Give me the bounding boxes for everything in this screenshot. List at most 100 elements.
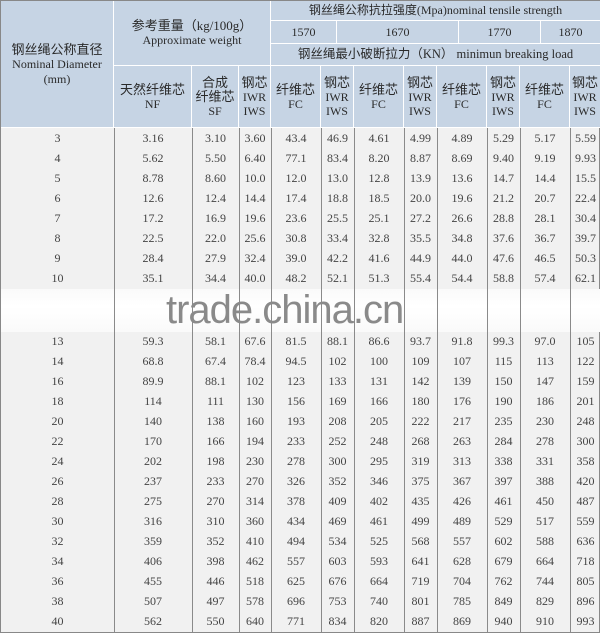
value-cell: 588: [536, 533, 554, 548]
subhead-7: 钢芯 IWR IWS: [404, 66, 437, 128]
value-cell: 910: [536, 613, 554, 628]
value-cell: 435: [411, 493, 430, 508]
value-cell: 44.0: [451, 250, 473, 265]
subhead-cn: 纤维芯: [275, 81, 315, 97]
value-cell: 83.4: [327, 150, 348, 165]
value-cell: 22.5: [142, 230, 164, 245]
value-cell: 78.4: [244, 353, 266, 368]
subhead-cn: 天然纤维芯: [119, 81, 185, 97]
value-cell: 762: [494, 573, 513, 588]
value-cell: 446: [206, 573, 225, 588]
value-cell: 426: [453, 493, 471, 508]
value-cell: 30.8: [285, 230, 307, 245]
value-cell: 718: [576, 553, 595, 568]
table-row: 10 35.1 34.4 40.0 48.2 52.1 51.3 55.4 54.4 58.8 57…: [1, 268, 600, 288]
subhead-en: IWR IWS: [573, 89, 597, 118]
value-cell: 28.4: [142, 250, 164, 265]
diameter-cell: 8: [54, 230, 61, 245]
value-cell: 233: [287, 433, 305, 448]
value-cell: 198: [206, 453, 225, 468]
value-cell: 319: [411, 453, 430, 468]
subhead-cn: 钢芯: [571, 74, 598, 90]
value-cell: 28.8: [493, 210, 514, 225]
table-row: 5 8.78 8.60 10.0 12.0 13.0 12.8 13.9 13.6 14.7 14.…: [1, 168, 600, 188]
value-cell: 849: [494, 593, 513, 608]
value-cell: 91.8: [451, 333, 473, 348]
value-cell: 166: [206, 433, 225, 448]
value-cell: 41.6: [368, 250, 390, 265]
column-divider: [404, 128, 405, 632]
value-cell: 115: [494, 353, 513, 368]
subhead-11: 钢芯 IWR IWS: [570, 66, 600, 128]
value-cell: 507: [144, 593, 162, 608]
value-cell: 33.4: [327, 230, 348, 245]
value-cell: 17.4: [285, 190, 307, 205]
subhead-en: FC: [454, 96, 469, 111]
value-cell: 94.5: [285, 353, 307, 368]
value-cell: 20.7: [534, 190, 556, 205]
value-cell: 8.69: [451, 150, 473, 165]
value-cell: 664: [370, 573, 388, 588]
value-cell: 248: [370, 433, 388, 448]
subhead-cn: 纤维芯: [524, 81, 564, 97]
value-cell: 54.4: [451, 270, 473, 285]
value-cell: 35.1: [142, 270, 164, 285]
value-cell: 202: [144, 453, 162, 468]
value-cell: 18.8: [327, 190, 348, 205]
value-cell: 14.7: [493, 170, 514, 185]
diameter-cell: 40: [51, 613, 64, 628]
table-row: 13 59.3 58.1 67.6 81.5 88.1 86.6 93.7 91.8 99.3 97…: [1, 331, 600, 351]
value-cell: 35.5: [410, 230, 431, 245]
value-cell: 529: [494, 513, 513, 528]
value-cell: 34.8: [451, 230, 473, 245]
subhead-cn: 钢芯: [241, 74, 268, 90]
value-cell: 248: [576, 413, 595, 428]
value-cell: 21.2: [493, 190, 514, 205]
value-cell: 47.6: [493, 250, 514, 265]
value-cell: 193: [287, 413, 305, 428]
grade-1770: 1770: [459, 21, 541, 44]
column-divider: [271, 128, 272, 632]
value-cell: 8.87: [410, 150, 431, 165]
subhead-9: 钢芯 IWR IWS: [487, 66, 520, 128]
value-cell: 77.1: [285, 150, 307, 165]
value-cell: 518: [246, 573, 264, 588]
table-row: 26 237 233 270 326 352 346 375 367 397 388 420: [1, 471, 600, 491]
diameter-cell: 7: [54, 210, 61, 225]
value-cell: 462: [246, 553, 264, 568]
value-cell: 534: [328, 533, 347, 548]
value-cell: 9.93: [575, 150, 596, 165]
diameter-cell: 5: [54, 170, 61, 185]
diameter-cn: 钢丝绳公称直径: [11, 41, 103, 57]
value-cell: 3.10: [205, 130, 226, 145]
grade-label: 1670: [385, 24, 410, 39]
value-cell: 208: [328, 413, 347, 428]
value-cell: 12.8: [368, 170, 390, 185]
value-cell: 326: [287, 473, 305, 488]
value-cell: 469: [328, 513, 347, 528]
value-cell: 497: [206, 593, 225, 608]
value-cell: 19.6: [451, 190, 473, 205]
value-cell: 316: [144, 513, 162, 528]
value-cell: 593: [370, 553, 388, 568]
value-cell: 27.9: [205, 250, 226, 265]
value-cell: 13.9: [410, 170, 431, 185]
value-cell: 602: [494, 533, 513, 548]
value-cell: 58.1: [205, 333, 226, 348]
diameter-cell: 10: [51, 270, 64, 285]
diameter-cell: 9: [54, 250, 61, 265]
value-cell: 12.6: [142, 190, 164, 205]
grade-1870: 1870: [541, 21, 600, 44]
value-cell: 8.20: [368, 150, 390, 165]
value-cell: 6.40: [244, 150, 266, 165]
value-cell: 15.5: [575, 170, 596, 185]
diameter-cell: 13: [51, 333, 64, 348]
value-cell: 676: [328, 573, 347, 588]
diameter-cell: 26: [51, 473, 64, 488]
subhead-8: 纤维芯 FC: [437, 66, 487, 128]
table-row: 38 507 497 578 696 753 740 801 785 849 829 896: [1, 591, 600, 611]
value-cell: 489: [453, 513, 471, 528]
value-cell: 5.29: [493, 130, 514, 145]
value-cell: 753: [328, 593, 347, 608]
value-cell: 42.2: [327, 250, 348, 265]
